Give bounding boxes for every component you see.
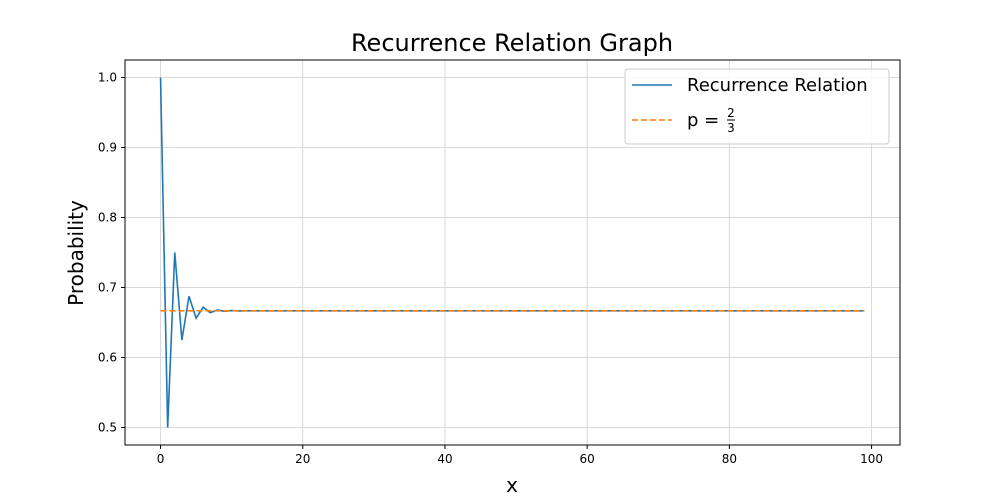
- legend: Recurrence Relation p = 23: [624, 68, 890, 145]
- y-tick-label: 0.7: [98, 281, 117, 295]
- legend-fraction-numerator: 2: [727, 106, 735, 120]
- x-tick-label: 60: [580, 452, 595, 466]
- legend-fraction-denominator: 3: [727, 121, 735, 135]
- legend-label: p =: [687, 110, 719, 131]
- y-tick-label: 0.9: [98, 141, 117, 155]
- chart-title: Recurrence Relation Graph: [351, 29, 673, 57]
- x-tick-label: 40: [437, 452, 452, 466]
- y-tick-label: 0.8: [98, 211, 117, 225]
- legend-label: Recurrence Relation: [687, 75, 868, 96]
- y-tick-label: 1.0: [98, 71, 117, 85]
- ticks: 0 20 40 60 80 100 0.5 0.6 0.7 0.8 0.9 1.0: [98, 71, 883, 467]
- y-tick-label: 0.5: [98, 421, 117, 435]
- plot-frame: [124, 59, 901, 446]
- x-tick-label: 20: [295, 452, 310, 466]
- legend-box: [624, 68, 890, 145]
- y-axis-label: Probability: [64, 200, 88, 306]
- series-layer: [159, 77, 865, 428]
- y-tick-label: 0.6: [98, 351, 117, 365]
- x-tick-label: 100: [860, 452, 883, 466]
- x-axis-label: x: [506, 473, 518, 497]
- x-tick-label: 0: [157, 452, 165, 466]
- x-tick-label: 80: [722, 452, 737, 466]
